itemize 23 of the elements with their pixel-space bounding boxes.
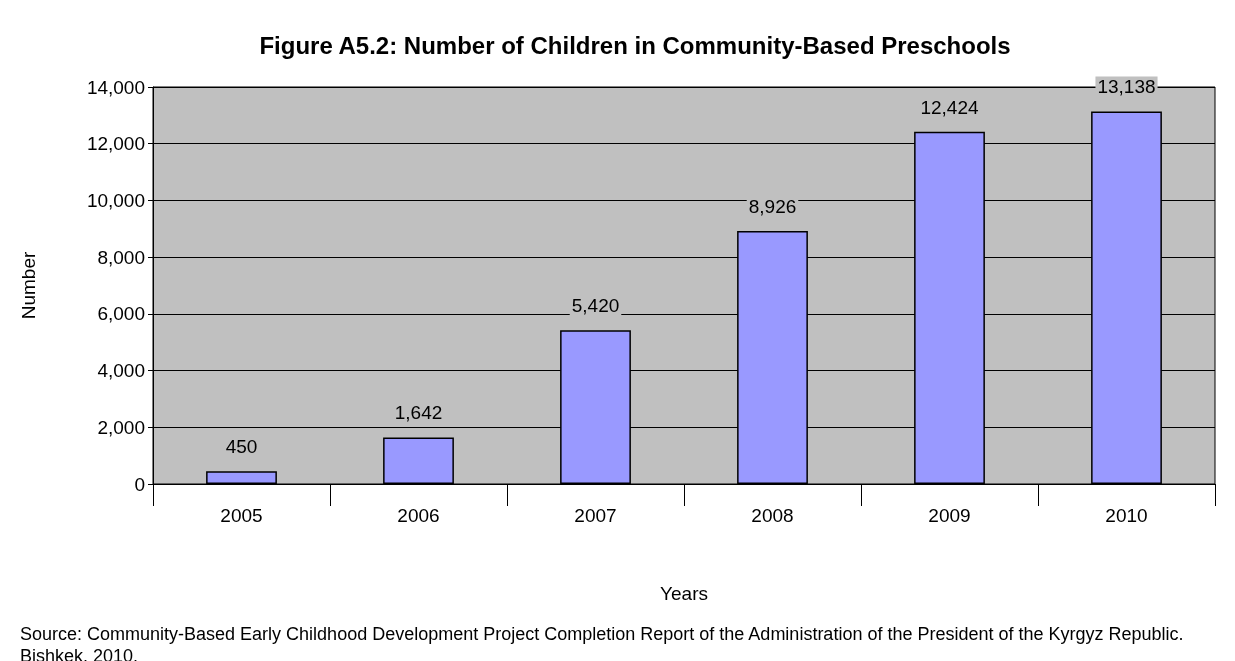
x-tick-label: 2006 (397, 505, 440, 526)
data-label: 13,138 (1097, 76, 1156, 98)
data-label: 5,420 (571, 295, 620, 317)
y-axis-title: Number (18, 251, 39, 320)
x-tick-label: 2008 (751, 505, 794, 526)
x-tick-label: 2007 (574, 505, 617, 526)
x-tick-label: 2010 (1105, 505, 1148, 526)
x-tick-label: 2009 (928, 505, 971, 526)
data-label: 8,926 (748, 195, 797, 217)
data-label: 12,424 (920, 96, 979, 118)
y-tick-label: 0 (134, 473, 145, 495)
y-tick-label: 12,000 (86, 133, 145, 155)
y-tick-label: 8,000 (97, 246, 145, 268)
y-tick-label: 14,000 (86, 76, 145, 98)
data-label: 1,642 (394, 402, 443, 424)
y-tick-label: 10,000 (86, 189, 145, 211)
y-tick-label: 6,000 (97, 303, 145, 325)
x-axis-title: Years (660, 583, 708, 604)
y-tick-label: 4,000 (97, 360, 145, 382)
y-tick-label: 2,000 (97, 416, 145, 438)
chart-title: Figure A5.2: Number of Children in Community-Based Preschools (259, 31, 1011, 59)
data-label: 450 (225, 436, 258, 458)
x-tick-label: 2005 (220, 505, 263, 526)
